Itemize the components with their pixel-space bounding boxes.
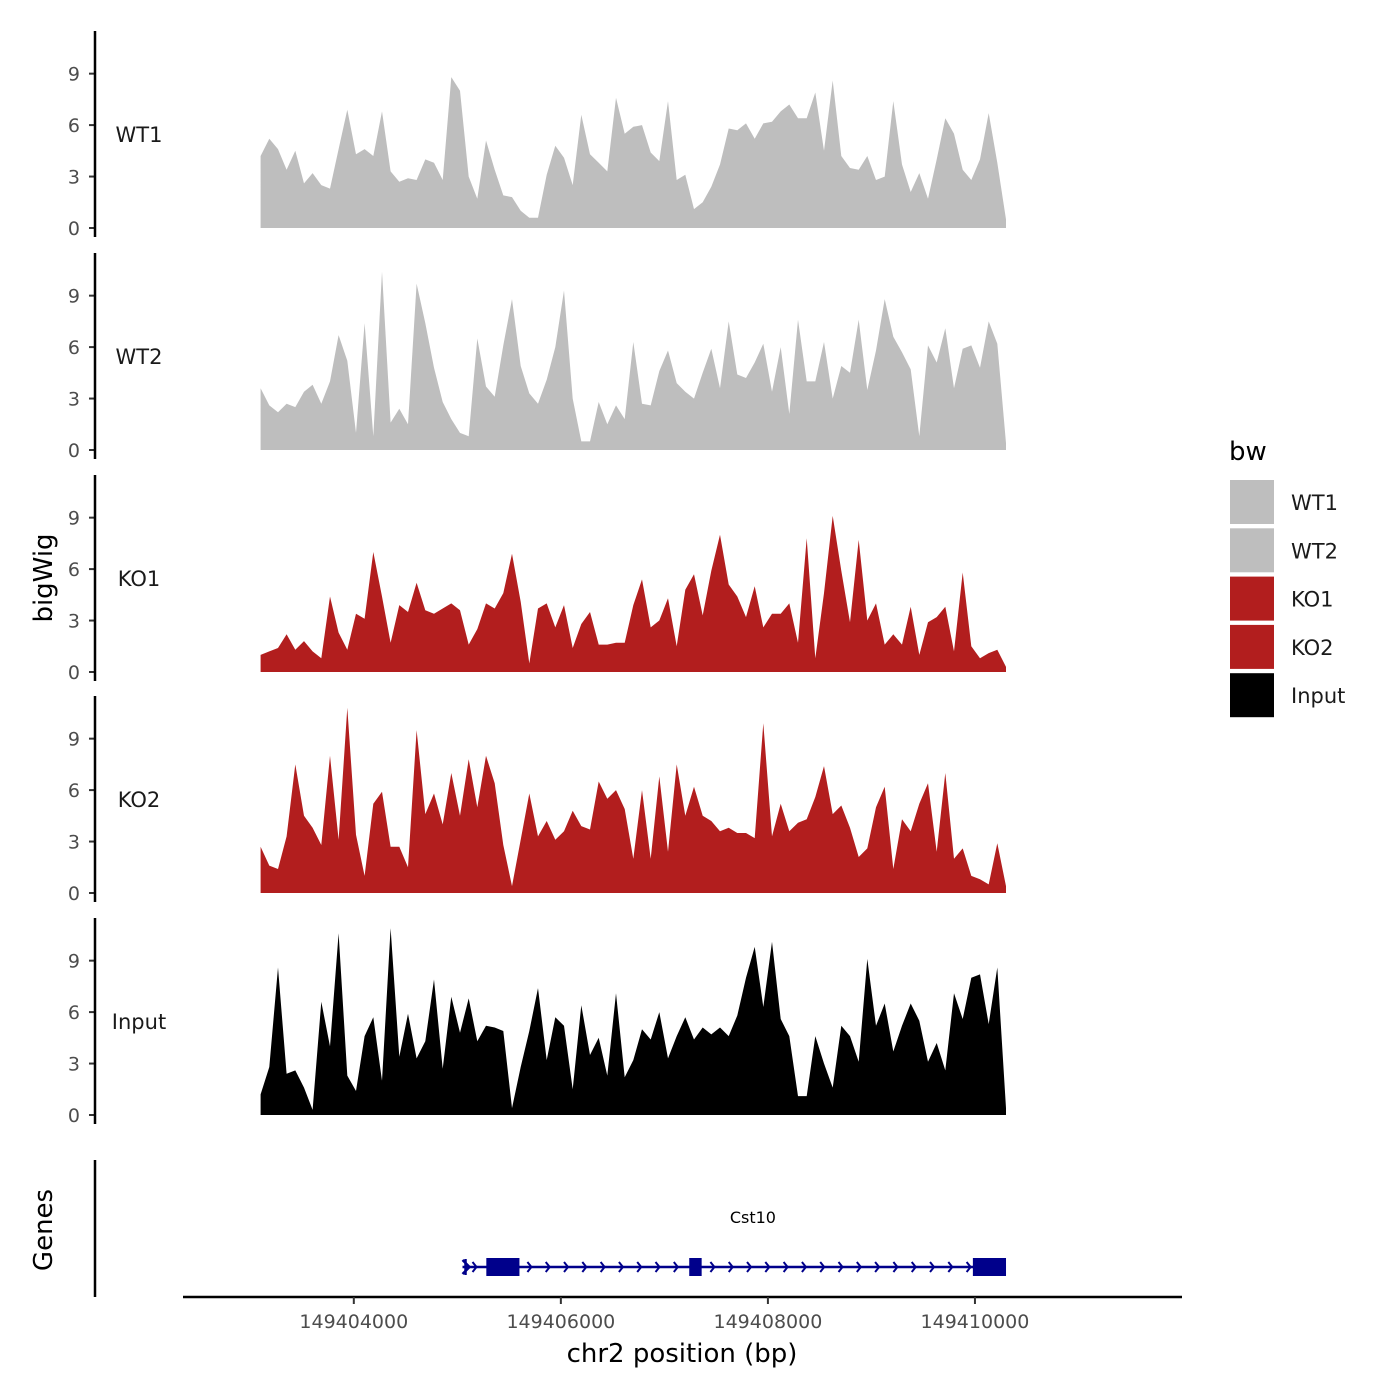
- y-tick-label-wt2-9: 9: [68, 286, 80, 308]
- strand-arrow-icon: [581, 1261, 588, 1273]
- strand-arrow-icon: [856, 1261, 863, 1273]
- strand-arrow-icon: [819, 1261, 826, 1273]
- y-ticks-ko2: 0 3 6 9: [68, 729, 95, 905]
- gene-track: Genes Cst10: [29, 1160, 1007, 1297]
- legend-label-wt1: WT1: [1291, 491, 1338, 515]
- gene-track-title: Genes: [29, 1189, 59, 1271]
- gene-model-cst10: [461, 1258, 1007, 1276]
- y-tick-label-wt1-3: 3: [68, 167, 80, 189]
- y-tick-label-wt2-6: 6: [68, 337, 80, 359]
- strand-arrow-icon: [673, 1261, 680, 1273]
- y-tick-label-ko1-6: 6: [68, 559, 80, 581]
- strand-arrow-icon: [910, 1261, 917, 1273]
- y-tick-label-wt1-0: 0: [68, 218, 80, 240]
- y-tick-label-ko2-9: 9: [68, 729, 80, 751]
- coverage-area-wt2: [260, 271, 1007, 450]
- track-label-input: Input: [112, 1010, 166, 1034]
- y-tick-label-wt1-6: 6: [68, 115, 80, 137]
- coverage-area-wt1: [260, 77, 1007, 228]
- x-tick-label-149410000: 149410000: [921, 1311, 1030, 1333]
- y-tick-label-ko2-0: 0: [68, 883, 80, 905]
- legend-label-ko2: KO2: [1291, 636, 1334, 660]
- strand-arrow-icon: [947, 1261, 954, 1273]
- track-label-wt2: WT2: [116, 345, 163, 369]
- x-tick-label-149406000: 149406000: [506, 1311, 615, 1333]
- legend-key-wt1: [1230, 480, 1274, 524]
- y-tick-label-ko1-3: 3: [68, 611, 80, 633]
- strand-arrow-icon: [599, 1261, 606, 1273]
- legend-label-ko1: KO1: [1291, 588, 1334, 612]
- strand-arrow-icon: [636, 1261, 643, 1273]
- track-label-ko2: KO2: [118, 788, 161, 812]
- x-axis: 149404000 149406000 149408000 149410000 chr…: [183, 1295, 1182, 1369]
- y-tick-label-wt2-0: 0: [68, 440, 80, 462]
- legend-item-wt1: WT1: [1230, 480, 1338, 524]
- strand-arrow-icon: [654, 1261, 661, 1273]
- legend-key-ko2: [1230, 624, 1274, 669]
- gene-exon-3: [972, 1258, 1007, 1276]
- track-panel-wt2: 0 3 6 9 WT2: [68, 253, 1007, 462]
- y-tick-label-input-0: 0: [68, 1105, 80, 1127]
- strand-arrow-icon: [746, 1261, 753, 1273]
- y-tick-label-input-9: 9: [68, 951, 80, 973]
- strand-arrow-icon: [526, 1261, 533, 1273]
- gene-label-cst10: Cst10: [730, 1208, 776, 1227]
- legend-title: bw: [1229, 437, 1267, 467]
- y-tick-label-ko1-9: 9: [68, 508, 80, 530]
- y-ticks-input: 0 3 6 9: [68, 951, 95, 1127]
- strand-arrow-icon: [709, 1261, 716, 1273]
- coverage-area-ko2: [260, 707, 1007, 893]
- strand-arrow-icon: [892, 1261, 899, 1273]
- y-tick-label-ko1-0: 0: [68, 662, 80, 684]
- strand-arrow-icon: [837, 1261, 844, 1273]
- x-tick-label-149404000: 149404000: [299, 1311, 408, 1333]
- legend-item-input: Input: [1230, 673, 1345, 718]
- legend-label-input: Input: [1291, 684, 1345, 708]
- gene-exon-2: [689, 1258, 702, 1276]
- y-tick-label-input-3: 3: [68, 1054, 80, 1076]
- x-ticks: 149404000 149406000 149408000 149410000: [299, 1297, 1029, 1333]
- strand-arrow-icon: [929, 1261, 936, 1273]
- legend-key-wt2: [1230, 528, 1274, 573]
- strand-arrow-icon: [563, 1261, 570, 1273]
- strand-arrow-icon: [764, 1261, 771, 1273]
- legend-item-ko1: KO1: [1230, 576, 1334, 621]
- strand-arrow-icon: [471, 1261, 478, 1273]
- strand-arrow-icon: [782, 1261, 789, 1273]
- coverage-area-input: [260, 928, 1007, 1115]
- legend-item-wt2: WT2: [1230, 528, 1338, 573]
- y-axis-title: bigWig: [29, 533, 59, 622]
- track-panel-input: 0 3 6 9 Input: [68, 918, 1007, 1127]
- y-tick-label-input-6: 6: [68, 1002, 80, 1024]
- legend-item-ko2: KO2: [1230, 624, 1334, 669]
- gene-exon-1: [486, 1258, 520, 1276]
- legend: bw WT1 WT2 KO1 KO2 Input: [1229, 437, 1345, 718]
- x-tick-label-149408000: 149408000: [714, 1311, 823, 1333]
- y-ticks-wt1: 0 3 6 9: [68, 64, 95, 240]
- track-label-ko1: KO1: [118, 567, 161, 591]
- legend-key-ko1: [1230, 576, 1274, 621]
- track-panel-wt1: 0 3 6 9 WT1: [68, 31, 1007, 240]
- y-tick-label-wt1-9: 9: [68, 64, 80, 86]
- y-tick-label-ko2-6: 6: [68, 780, 80, 802]
- strand-arrow-icon: [618, 1261, 625, 1273]
- x-axis-title: chr2 position (bp): [567, 1339, 798, 1369]
- y-ticks-wt2: 0 3 6 9: [68, 286, 95, 462]
- y-ticks-ko1: 0 3 6 9: [68, 508, 95, 684]
- y-tick-label-wt2-3: 3: [68, 389, 80, 411]
- strand-arrow-icon: [801, 1261, 808, 1273]
- coverage-area-ko1: [260, 515, 1007, 672]
- y-tick-label-ko2-3: 3: [68, 832, 80, 854]
- strand-arrow-icon: [544, 1261, 551, 1273]
- track-panel-ko1: 0 3 6 9 KO1: [68, 475, 1007, 684]
- legend-key-input: [1230, 673, 1274, 718]
- strand-arrow-icon: [727, 1261, 734, 1273]
- track-label-wt1: WT1: [116, 123, 163, 147]
- track-panel-ko2: 0 3 6 9 KO2: [68, 696, 1007, 905]
- strand-arrow-icon: [874, 1261, 881, 1273]
- legend-label-wt2: WT2: [1291, 539, 1338, 563]
- strand-arrow-icon: [965, 1261, 972, 1273]
